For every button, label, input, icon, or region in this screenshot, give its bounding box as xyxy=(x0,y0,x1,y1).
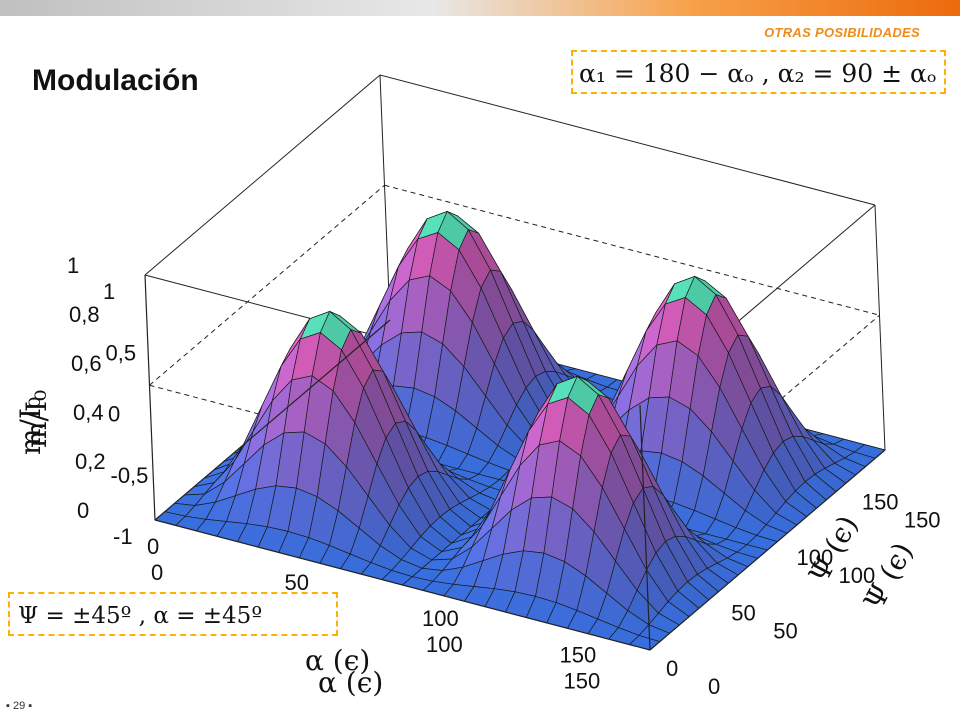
box-edge-back xyxy=(379,74,876,206)
z-tick-label-overlay: 0,2 xyxy=(75,449,106,474)
y-tick-label: 0 xyxy=(666,656,678,681)
formula-top: α₁ = 180 − αₒ , α₂ = 90 ± αₒ xyxy=(571,50,946,94)
box-edge-back xyxy=(144,74,381,276)
z-tick-label-overlay: 0 xyxy=(77,498,89,523)
y-tick-label-overlay: 100 xyxy=(839,563,876,588)
z-tick-label: 0 xyxy=(108,402,120,427)
y-tick-label-overlay: 50 xyxy=(773,618,797,643)
z-tick-label-overlay: 0,4 xyxy=(73,400,104,425)
box-edge-back xyxy=(874,204,886,451)
plot-box-front xyxy=(144,274,886,651)
z-tick-label: -0,5 xyxy=(111,463,149,488)
y-tick-label: 50 xyxy=(731,600,755,625)
guide-line xyxy=(149,184,385,386)
y-tick-label: 100 xyxy=(797,545,834,570)
box-edge-back xyxy=(379,74,391,321)
x-tick-label-overlay: 0 xyxy=(151,560,163,585)
x-tick-label: 50 xyxy=(285,570,309,595)
page-title: Modulación xyxy=(32,64,199,97)
z-tick-label-overlay: 0,8 xyxy=(69,302,100,327)
x-tick-label: 150 xyxy=(560,642,597,667)
x-tick-label: 0 xyxy=(147,534,159,559)
x-tick-label: 100 xyxy=(422,606,459,631)
section-label: OTRAS POSIBILIDADES xyxy=(764,25,920,40)
x-tick-label-overlay: 150 xyxy=(564,668,601,693)
box-edge-front xyxy=(154,519,651,651)
z-tick-label: -1 xyxy=(113,524,133,549)
box-edge-front xyxy=(639,404,651,651)
z-axis-label: m/I₀ xyxy=(14,397,47,455)
formula-bottom: Ψ = ±45º , α = ±45º xyxy=(8,592,338,636)
z-tick-label-overlay: 0,6 xyxy=(71,351,102,376)
z-tick-label-overlay: 1 xyxy=(67,253,79,278)
y-tick-label-overlay: 0 xyxy=(708,674,720,699)
box-edge-front xyxy=(144,274,156,521)
x-axis-label: α (є) xyxy=(305,644,370,677)
surface-mesh xyxy=(154,210,886,651)
y-tick-label: 150 xyxy=(862,489,899,514)
top-accent-bar xyxy=(0,0,960,16)
x-axis-label-overlay: α (є) xyxy=(318,666,383,699)
x-tick-label-overlay: 100 xyxy=(426,632,463,657)
z-tick-label: 0,5 xyxy=(106,340,137,365)
guide-line xyxy=(384,184,880,316)
y-tick-label-overlay: 150 xyxy=(904,507,941,532)
z-axis-label-overlay: m/I₀ xyxy=(20,390,53,448)
box-edge-front xyxy=(154,319,391,521)
z-tick-label: 1 xyxy=(103,279,115,304)
page-number: ▪ 29 ▪ xyxy=(6,700,33,712)
box-edge-front xyxy=(649,449,886,651)
